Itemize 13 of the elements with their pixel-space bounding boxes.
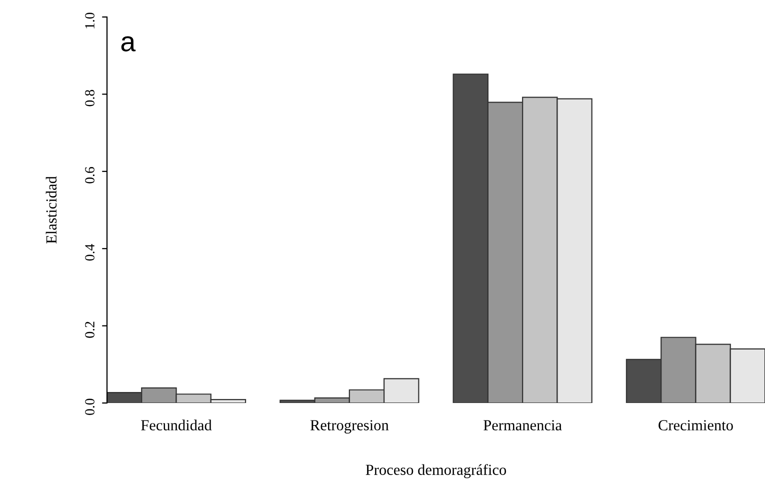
- y-tick-label: 0.8: [85, 90, 95, 106]
- x-axis-title: Proceso demoragráfico: [366, 464, 506, 478]
- x-tick-label: Permanencia: [484, 420, 562, 430]
- y-tick-label: 0.4: [85, 244, 95, 261]
- y-axis-title: Elasticidad: [46, 176, 57, 244]
- x-tick-label: Fecundidad: [141, 420, 212, 430]
- y-tick-label: 0.0: [85, 398, 95, 416]
- annotation: a: [121, 36, 136, 52]
- y-tick-label: 0.2: [85, 322, 95, 338]
- x-tick-label: Retrogresion: [310, 420, 389, 434]
- y-tick-label: 1.0: [85, 12, 95, 28]
- x-tick-label: Crecimiento: [658, 420, 733, 430]
- y-tick-label: 0.6: [85, 166, 95, 184]
